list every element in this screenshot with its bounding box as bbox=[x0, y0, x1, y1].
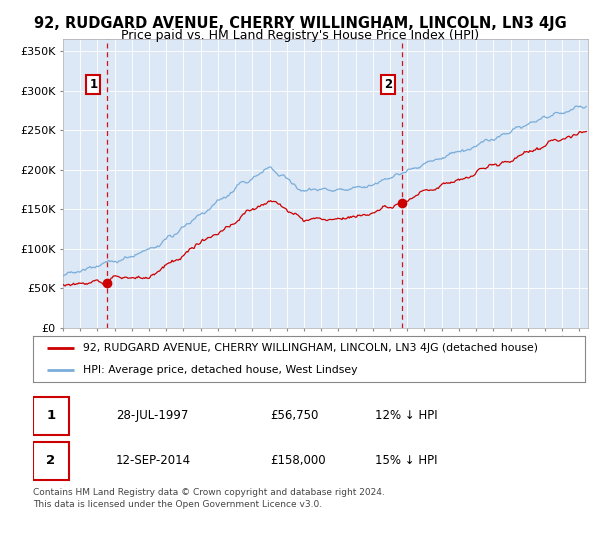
Text: 1: 1 bbox=[89, 78, 98, 91]
Text: 15% ↓ HPI: 15% ↓ HPI bbox=[375, 454, 438, 467]
Text: £158,000: £158,000 bbox=[271, 454, 326, 467]
Text: 28-JUL-1997: 28-JUL-1997 bbox=[116, 409, 188, 422]
Text: 92, RUDGARD AVENUE, CHERRY WILLINGHAM, LINCOLN, LN3 4JG: 92, RUDGARD AVENUE, CHERRY WILLINGHAM, L… bbox=[34, 16, 566, 31]
Text: Price paid vs. HM Land Registry's House Price Index (HPI): Price paid vs. HM Land Registry's House … bbox=[121, 29, 479, 42]
Text: 92, RUDGARD AVENUE, CHERRY WILLINGHAM, LINCOLN, LN3 4JG (detached house): 92, RUDGARD AVENUE, CHERRY WILLINGHAM, L… bbox=[83, 343, 538, 353]
Text: 2: 2 bbox=[46, 454, 55, 467]
Text: 1: 1 bbox=[46, 409, 55, 422]
Text: Contains HM Land Registry data © Crown copyright and database right 2024.
This d: Contains HM Land Registry data © Crown c… bbox=[33, 488, 385, 509]
Text: 12% ↓ HPI: 12% ↓ HPI bbox=[375, 409, 438, 422]
Text: HPI: Average price, detached house, West Lindsey: HPI: Average price, detached house, West… bbox=[83, 365, 357, 375]
FancyBboxPatch shape bbox=[33, 397, 69, 435]
Text: 2: 2 bbox=[384, 78, 392, 91]
FancyBboxPatch shape bbox=[33, 442, 69, 479]
Text: 12-SEP-2014: 12-SEP-2014 bbox=[116, 454, 191, 467]
Text: £56,750: £56,750 bbox=[271, 409, 319, 422]
